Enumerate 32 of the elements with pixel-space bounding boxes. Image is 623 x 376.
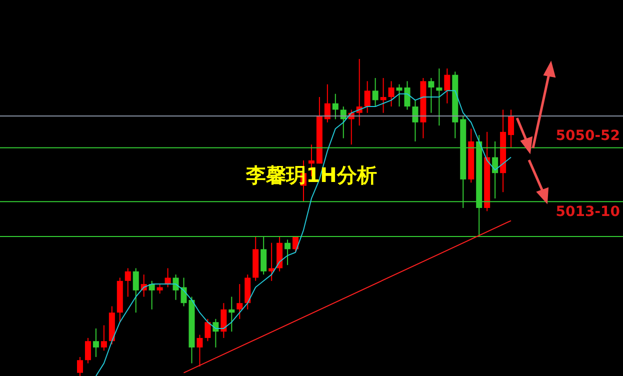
annotation: 5050-52 <box>556 128 620 144</box>
candlestick <box>92 328 99 358</box>
candlestick <box>84 337 91 364</box>
candlestick <box>156 284 163 294</box>
candlestick <box>372 77 378 108</box>
candlestick <box>172 274 179 300</box>
candlestick <box>388 80 394 108</box>
candlestick <box>100 324 107 352</box>
candlestick <box>124 268 131 298</box>
candlestick <box>396 84 402 108</box>
candlestick <box>364 80 370 114</box>
candlestick <box>196 334 203 367</box>
candlestick <box>284 239 291 266</box>
candlestick <box>380 77 386 114</box>
candlestick <box>324 84 330 123</box>
candlestick <box>436 68 442 126</box>
annotation: 5013-10 <box>556 204 620 220</box>
candlestick <box>220 302 227 338</box>
candlestick <box>236 284 243 320</box>
candlestick <box>428 77 434 114</box>
candlestick <box>77 356 83 376</box>
candlestick <box>412 100 418 142</box>
candlestick <box>268 242 275 282</box>
candlestick <box>132 268 139 314</box>
candlestick <box>228 296 235 332</box>
candlestick <box>508 109 514 148</box>
candlestick <box>404 80 410 110</box>
candlestick <box>332 93 338 120</box>
candlestick <box>444 68 450 104</box>
candlestick <box>164 268 171 288</box>
candlestick <box>204 318 211 342</box>
candlestick <box>148 280 155 310</box>
